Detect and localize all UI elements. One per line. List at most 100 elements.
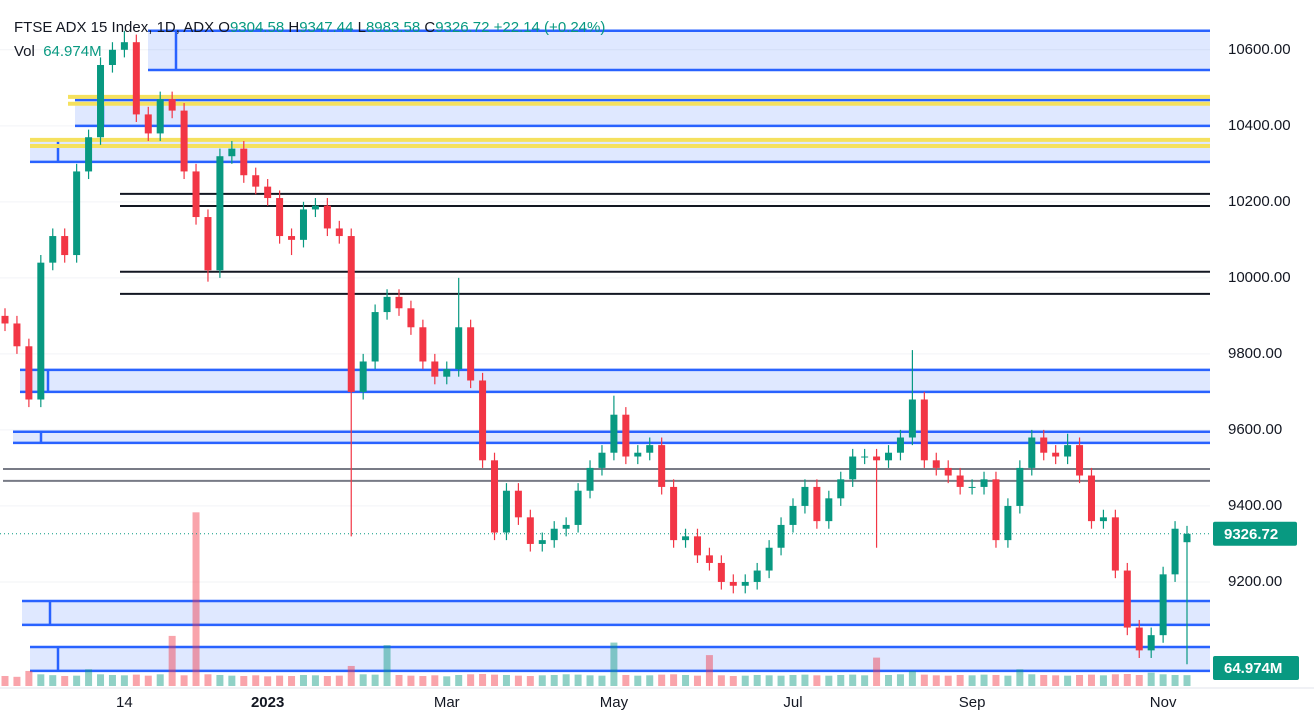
volume-bar: [85, 669, 93, 686]
candle-body: [777, 524, 785, 548]
volume-bar: [156, 674, 164, 686]
candle-body: [240, 148, 248, 176]
y-tick-label: 9400.00: [1228, 497, 1282, 514]
volume-bar: [455, 674, 463, 686]
candle-body: [49, 236, 57, 263]
volume-bar: [705, 655, 713, 686]
volume-bar: [1016, 669, 1024, 686]
candle-body: [1111, 517, 1119, 571]
legend: FTSE ADX 15 Index, 1D, ADX O9304.58 H934…: [14, 16, 605, 64]
candle-body: [97, 64, 105, 138]
volume-bar: [204, 674, 212, 686]
volume-badge-bg: [1213, 656, 1299, 680]
volume-bar: [502, 674, 510, 686]
y-tick-label: 10200.00: [1228, 193, 1291, 210]
volume-bar: [550, 674, 558, 686]
volume-bar: [299, 674, 307, 686]
volume-bar: [873, 657, 881, 686]
volume-bar: [228, 675, 236, 686]
volume-bar: [1087, 674, 1095, 686]
ohlc-row: FTSE ADX 15 Index, 1D, ADX O9304.58 H934…: [14, 16, 605, 40]
candle-body: [228, 148, 236, 157]
volume-bar: [1004, 675, 1012, 686]
volume-bar: [825, 675, 833, 686]
x-tick-label: Mar: [434, 694, 460, 711]
candle-body: [813, 486, 821, 522]
candle-body: [562, 524, 570, 529]
candle-body: [1052, 452, 1060, 457]
candle-body: [1099, 517, 1107, 522]
candle-body: [1016, 467, 1024, 506]
candle-body: [729, 581, 737, 586]
volume-bar: [1171, 674, 1179, 686]
volume-bar: [311, 675, 319, 686]
candle-body: [801, 486, 809, 506]
volume-bar: [765, 675, 773, 686]
candle-body: [873, 456, 881, 461]
candle-body: [502, 490, 510, 533]
zone: [30, 646, 1210, 671]
y-tick-label: 9600.00: [1228, 421, 1282, 438]
candle-body: [646, 445, 654, 453]
candle-body: [658, 445, 666, 487]
volume-bar: [562, 674, 570, 686]
x-tick-label: Sep: [959, 694, 986, 711]
volume-bar: [276, 675, 284, 686]
volume-bar: [861, 675, 869, 686]
candle-body: [765, 547, 773, 571]
volume-bar: [25, 670, 33, 686]
volume-bar: [1052, 675, 1060, 686]
candle-body: [335, 228, 343, 237]
volume-bar: [920, 674, 928, 686]
volume-bar: [777, 675, 785, 686]
volume-bar: [1076, 674, 1084, 686]
price-badge: 9326.72: [1224, 526, 1278, 543]
volume-row: Vol 64.974M: [14, 40, 605, 64]
volume-bar: [335, 675, 343, 686]
candle-body: [156, 99, 164, 134]
candle-body: [526, 517, 534, 544]
candle-body: [1064, 445, 1072, 457]
volume-bar: [753, 674, 761, 686]
volume-bar: [347, 665, 355, 686]
candle-body: [323, 205, 331, 229]
candle-body: [216, 156, 224, 271]
volume-bar: [264, 676, 272, 686]
volume-bar: [526, 675, 534, 686]
candle-body: [693, 536, 701, 556]
volume-bar: [849, 674, 857, 686]
y-tick-label: 9800.00: [1228, 345, 1282, 362]
candle-body: [1147, 635, 1155, 651]
volume-bar: [956, 674, 964, 686]
volume-bar: [240, 675, 248, 686]
volume-title: Vol: [14, 43, 35, 60]
candle-body: [1159, 574, 1167, 636]
candle-body: [299, 209, 307, 240]
volume-bar: [610, 642, 618, 686]
candle-body: [538, 540, 546, 544]
price-badge-bg: [1213, 521, 1297, 546]
volume-bar: [801, 674, 809, 686]
volume-bar: [120, 675, 128, 686]
candle-body: [192, 171, 200, 218]
volume-bar: [407, 675, 415, 686]
volume-bar: [944, 675, 952, 686]
candle-body: [288, 236, 296, 240]
volume-bar: [729, 675, 737, 686]
candle-body: [1087, 475, 1095, 522]
volume-bar: [252, 675, 260, 686]
candle-body: [514, 490, 522, 518]
volume-bar: [885, 674, 893, 686]
candle-body: [670, 486, 678, 541]
change: +22.14 (+0.24%): [493, 19, 606, 36]
volume-bar: [61, 675, 69, 686]
volume-bar: [670, 674, 678, 686]
volume-bar: [932, 675, 940, 686]
volume-bar: [789, 674, 797, 686]
volume-bar: [968, 675, 976, 686]
volume-bar: [896, 674, 904, 686]
candle-body: [574, 490, 582, 525]
candle-body: [132, 42, 140, 115]
